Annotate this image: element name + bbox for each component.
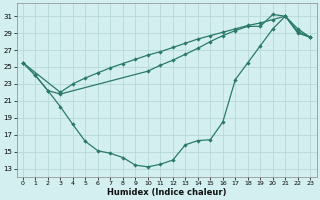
X-axis label: Humidex (Indice chaleur): Humidex (Indice chaleur)	[107, 188, 226, 197]
